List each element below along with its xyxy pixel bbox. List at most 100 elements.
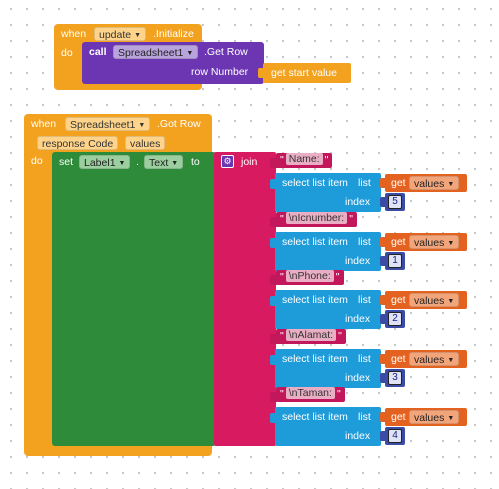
math-number-block[interactable]: 3 — [385, 369, 405, 387]
get-start-value-label: get start value — [271, 67, 337, 79]
variable-dropdown-values[interactable]: values ▼ — [409, 352, 460, 366]
chevron-down-icon: ▼ — [118, 160, 126, 167]
text-string-field[interactable]: \nTaman: — [285, 387, 335, 399]
variable-dropdown-values[interactable]: values ▼ — [409, 235, 460, 249]
component-dropdown-spreadsheet1[interactable]: Spreadsheet1 ▼ — [113, 45, 199, 59]
get-variable-block[interactable]: get values ▼ — [385, 174, 467, 192]
input-socket — [380, 256, 387, 266]
open-quote: " — [280, 330, 284, 342]
param-values[interactable]: values — [125, 136, 166, 150]
get-label: get — [391, 294, 406, 306]
list-label: list — [358, 294, 371, 306]
close-quote: " — [324, 154, 329, 166]
event-name: .Initialize — [153, 28, 194, 40]
input-socket — [380, 237, 387, 247]
close-quote: " — [338, 330, 342, 342]
get-label: get — [391, 411, 406, 423]
math-number-block[interactable]: 1 — [385, 252, 405, 270]
input-socket — [270, 355, 277, 365]
get-label: get — [391, 353, 406, 365]
text-string-block[interactable]: " \nTaman: " — [276, 387, 345, 402]
variable-dropdown-values[interactable]: values ▼ — [409, 293, 460, 307]
property-dropdown-text[interactable]: Text ▼ — [144, 155, 184, 169]
input-socket — [258, 68, 265, 78]
call-label: call — [89, 46, 107, 58]
math-number-block[interactable]: 4 — [385, 427, 405, 445]
number-field[interactable]: 1 — [388, 254, 402, 268]
number-field[interactable]: 2 — [388, 312, 402, 326]
index-label: index — [345, 255, 371, 267]
get-label: get — [391, 177, 406, 189]
index-label: index — [345, 372, 371, 384]
math-number-block[interactable]: 5 — [385, 193, 405, 211]
call-getrow-block[interactable]: call Spreadsheet1 ▼ .Get Row row Number — [82, 42, 264, 84]
input-socket — [270, 413, 277, 423]
chevron-down-icon: ▼ — [447, 298, 455, 305]
input-socket — [380, 431, 387, 441]
event-name: .Got Row — [157, 118, 201, 130]
param-response-code[interactable]: response Code — [37, 136, 119, 150]
close-quote: " — [335, 271, 340, 283]
number-field[interactable]: 5 — [388, 195, 402, 209]
input-socket — [270, 238, 277, 248]
math-number-block[interactable]: 2 — [385, 310, 405, 328]
select-list-item-label: select list item — [282, 353, 348, 365]
select-list-item-block[interactable]: select list item list index — [275, 290, 381, 329]
select-list-item-block[interactable]: select list item list index — [275, 232, 381, 271]
chevron-down-icon: ▼ — [134, 32, 142, 39]
when-label: when — [31, 118, 57, 130]
number-field[interactable]: 4 — [388, 429, 402, 443]
input-socket — [270, 217, 277, 227]
text-join-block[interactable]: ⚙ join — [214, 152, 276, 446]
input-socket — [270, 392, 277, 402]
to-label: to — [191, 156, 200, 168]
chevron-down-icon: ▼ — [171, 160, 179, 167]
input-socket — [270, 179, 277, 189]
get-label: get — [391, 236, 406, 248]
component-dropdown-update[interactable]: update ▼ — [94, 27, 147, 41]
text-string-block[interactable]: " \nIcnumber: " — [276, 212, 357, 227]
input-socket — [380, 412, 387, 422]
text-string-block[interactable]: " \nAlamat: " — [276, 329, 346, 344]
set-label: set — [59, 156, 74, 168]
gear-icon[interactable]: ⚙ — [221, 155, 234, 168]
get-start-value-block[interactable]: get start value — [263, 63, 351, 83]
select-list-item-block[interactable]: select list item list index — [275, 407, 381, 446]
variable-dropdown-values[interactable]: values ▼ — [409, 410, 460, 424]
select-list-item-block[interactable]: select list item list index — [275, 173, 381, 212]
text-string-field[interactable]: \nAlamat: — [285, 329, 337, 341]
input-socket — [380, 354, 387, 364]
text-string-block[interactable]: " \nPhone: " — [276, 270, 344, 285]
list-label: list — [358, 411, 371, 423]
select-list-item-label: select list item — [282, 411, 348, 423]
text-string-block[interactable]: " Name: " — [276, 153, 333, 168]
do-label: do — [31, 155, 43, 167]
dot-separator: . — [136, 156, 139, 168]
input-socket — [270, 275, 277, 285]
component-dropdown-spreadsheet1[interactable]: Spreadsheet1 ▼ — [65, 117, 151, 131]
chevron-down-icon: ▼ — [447, 240, 455, 247]
component-dropdown-label1[interactable]: Label1 ▼ — [79, 155, 131, 169]
select-list-item-label: select list item — [282, 236, 348, 248]
chevron-down-icon: ▼ — [447, 357, 455, 364]
text-string-field[interactable]: \nPhone: — [285, 270, 334, 282]
chevron-down-icon: ▼ — [447, 181, 455, 188]
get-variable-block[interactable]: get values ▼ — [385, 350, 467, 368]
select-list-item-label: select list item — [282, 177, 348, 189]
number-field[interactable]: 3 — [388, 371, 402, 385]
select-list-item-block[interactable]: select list item list index — [275, 349, 381, 388]
text-string-field[interactable]: Name: — [285, 153, 323, 165]
join-label: join — [241, 156, 258, 168]
close-quote: " — [349, 213, 353, 225]
input-socket — [380, 373, 387, 383]
chevron-down-icon: ▼ — [186, 50, 194, 57]
chevron-down-icon: ▼ — [447, 415, 455, 422]
get-variable-block[interactable]: get values ▼ — [385, 233, 467, 251]
input-socket — [270, 334, 277, 344]
set-label-text-block[interactable]: set Label1 ▼ . Text ▼ to — [52, 152, 216, 446]
get-variable-block[interactable]: get values ▼ — [385, 291, 467, 309]
get-variable-block[interactable]: get values ▼ — [385, 408, 467, 426]
row-number-label: row Number — [191, 66, 249, 78]
variable-dropdown-values[interactable]: values ▼ — [409, 176, 460, 190]
text-string-field[interactable]: \nIcnumber: — [285, 212, 348, 224]
